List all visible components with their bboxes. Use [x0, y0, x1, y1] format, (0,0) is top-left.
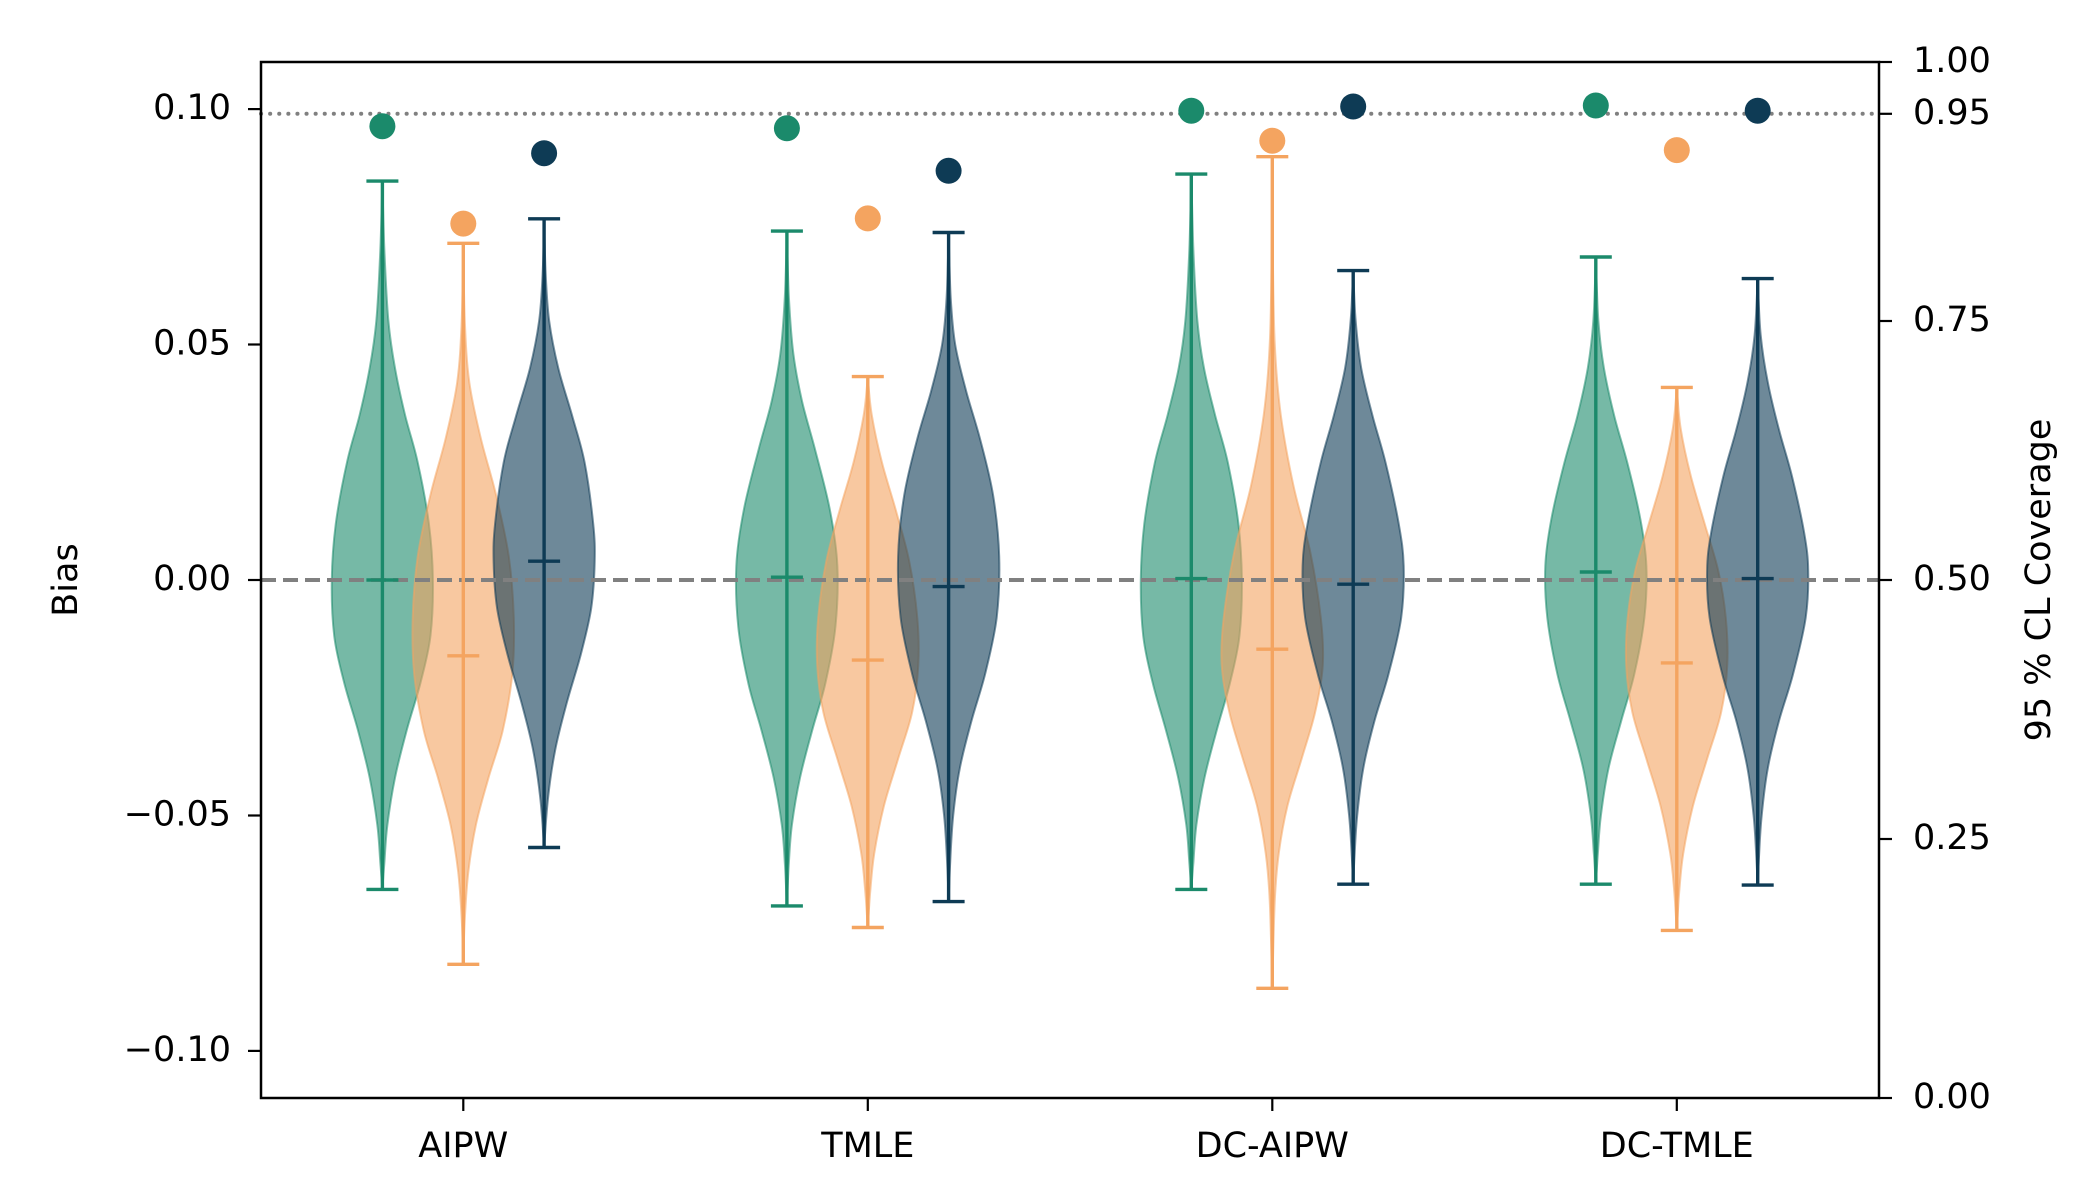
coverage-point-aipw-series-3: [531, 140, 558, 167]
tick-labels: −0.10 −0.05 0.00 0.05 0.10 0.00 0.25 0.50 0.75 0.…: [124, 41, 1991, 1166]
y-right-tick-label: 0.95: [1913, 93, 1991, 133]
coverage-point-aipw-series-2: [450, 210, 477, 237]
coverage-point-dc-aipw-series-3: [1340, 93, 1367, 120]
coverage-points: [369, 92, 1771, 237]
y-left-tick-label: 0.00: [153, 559, 231, 599]
coverage-point-dc-aipw-series-2: [1259, 127, 1286, 154]
y-right-tick-label: 0.00: [1913, 1077, 1991, 1117]
x-category-label: AIPW: [418, 1126, 508, 1166]
coverage-point-tmle-series-1: [773, 115, 800, 142]
x-category-label: DC-TMLE: [1600, 1126, 1754, 1166]
y-right-tick-label: 0.75: [1913, 300, 1991, 340]
coverage-point-tmle-series-3: [935, 157, 962, 184]
x-category-label: DC-AIPW: [1196, 1126, 1349, 1166]
coverage-point-dc-aipw-series-1: [1178, 97, 1205, 124]
y-left-tick-label: 0.10: [153, 88, 231, 128]
violin-statistics: [366, 154, 1774, 990]
y-right-tick-label: 0.50: [1913, 559, 1991, 599]
coverage-point-dc-tmle-series-2: [1663, 137, 1690, 164]
coverage-point-aipw-series-1: [369, 113, 396, 140]
y-right-tick-label: 1.00: [1913, 41, 1991, 81]
y-right-tick-label: 0.25: [1913, 818, 1991, 858]
y-right-axis-label: 95 % CL Coverage: [2019, 419, 2059, 742]
y-left-tick-label: −0.10: [124, 1030, 231, 1070]
reference-lines: [259, 111, 1881, 582]
y-left-axis-label: Bias: [46, 543, 86, 616]
axes: [248, 60, 1892, 1111]
y-left-tick-label: −0.05: [124, 795, 231, 835]
coverage-point-dc-tmle-series-1: [1582, 92, 1609, 119]
x-category-label: TMLE: [820, 1126, 914, 1166]
y-left-tick-label: 0.05: [153, 324, 231, 364]
coverage-point-dc-tmle-series-3: [1744, 97, 1771, 124]
coverage-point-tmle-series-2: [854, 205, 881, 232]
